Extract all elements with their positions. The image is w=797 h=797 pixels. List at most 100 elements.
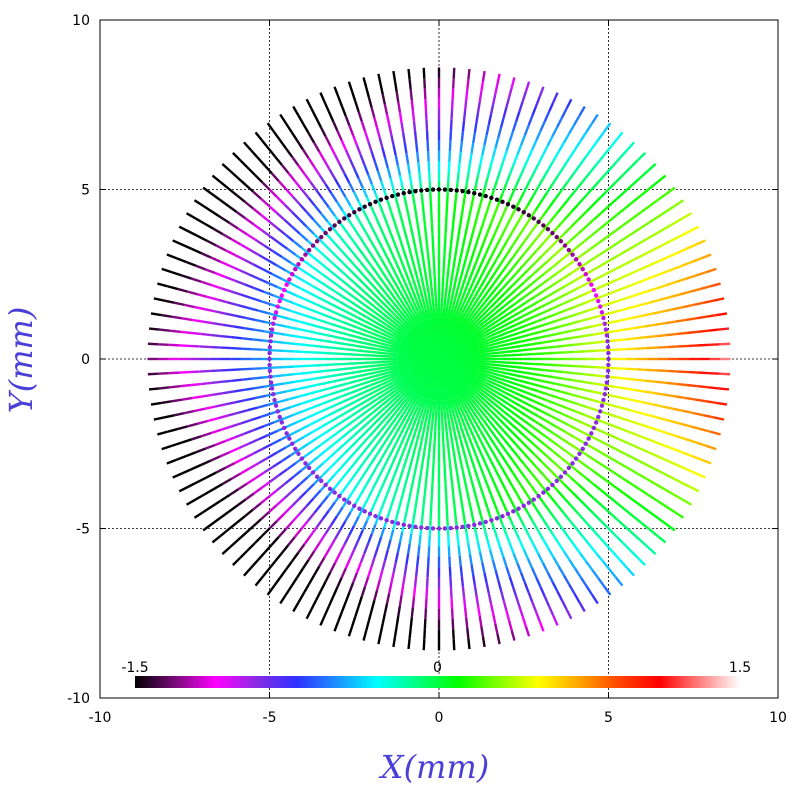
ray-segment <box>377 318 388 326</box>
ray-segment <box>184 409 195 415</box>
ray-segment <box>394 380 405 389</box>
ray-segment <box>501 353 512 357</box>
ray-segment <box>532 544 540 555</box>
ray-segment <box>454 288 460 299</box>
ray-segment <box>197 476 208 483</box>
ray-segment <box>392 636 397 648</box>
ray-segment <box>443 234 447 245</box>
ray-segment <box>348 158 356 170</box>
ray-segment <box>508 306 519 315</box>
ray-segment <box>468 307 477 318</box>
circle-point <box>598 409 603 414</box>
circle-point <box>500 513 505 519</box>
ray-segment <box>505 450 514 461</box>
ray-segment <box>514 391 526 399</box>
circle-point <box>573 456 579 461</box>
ray-segment <box>521 400 533 408</box>
ray-segment <box>376 360 388 364</box>
ray-segment <box>417 322 425 333</box>
y-tick-label: 5 <box>81 183 90 199</box>
ray-segment <box>291 156 300 166</box>
ray-segment <box>354 443 364 453</box>
ray-segment <box>458 492 463 504</box>
ray-segment <box>417 385 425 396</box>
ray-segment <box>486 282 496 293</box>
ray-segment <box>267 429 278 437</box>
ray-segment <box>330 515 338 526</box>
ray-segment <box>255 394 267 400</box>
ray-segment <box>377 73 382 85</box>
ray-segment <box>672 217 684 225</box>
ray-segment <box>557 565 565 577</box>
ray-segment <box>563 343 574 348</box>
ray-segment <box>260 197 270 207</box>
ray-segment <box>408 291 415 303</box>
ray-segment <box>564 279 575 288</box>
ray-segment <box>366 316 377 324</box>
ray-segment <box>304 370 315 375</box>
ray-segment <box>244 283 255 290</box>
ray-segment <box>459 327 468 337</box>
ray-segment <box>405 377 416 387</box>
ray-segment <box>400 217 406 229</box>
ray-segment <box>563 211 573 221</box>
ray-segment <box>442 317 447 329</box>
ray-segment <box>340 223 349 234</box>
ray-segment <box>632 279 644 286</box>
ray-segment <box>362 77 368 88</box>
ray-segment <box>481 636 486 648</box>
ray-segment <box>508 164 515 175</box>
ray <box>279 358 441 605</box>
ray-segment <box>280 164 290 174</box>
ray-segment <box>290 498 300 508</box>
ray-segment <box>455 384 463 395</box>
ray-segment <box>496 331 508 338</box>
ray-segment <box>409 393 418 404</box>
ray-segment <box>584 560 593 571</box>
ray-segment <box>523 582 530 593</box>
ray-segment <box>666 431 678 438</box>
ray-segment <box>466 259 473 271</box>
ray-segment <box>200 332 212 337</box>
ray-segment <box>511 459 520 470</box>
ray-segment <box>382 412 392 422</box>
ray-segment <box>395 408 404 419</box>
circle-point <box>596 298 601 304</box>
ray-segment <box>474 421 482 432</box>
ray-segment <box>623 326 635 331</box>
ray-segment <box>229 264 240 272</box>
ray-segment <box>471 261 478 272</box>
ray-segment <box>591 227 602 236</box>
ray-segment <box>408 628 412 639</box>
ray-segment <box>511 277 521 287</box>
ray-segment <box>666 252 678 259</box>
ray-segment <box>278 241 289 250</box>
ray-segment <box>551 431 562 440</box>
ray-segment <box>220 494 231 502</box>
ray-segment <box>615 223 626 232</box>
ray-segment <box>429 431 433 442</box>
ray-segment <box>492 302 502 312</box>
ray-segment <box>297 320 309 326</box>
ray-segment <box>378 569 384 581</box>
ray-segment <box>532 346 543 351</box>
ray-segment <box>202 523 213 532</box>
ray <box>319 92 441 360</box>
ray-segment <box>710 430 721 436</box>
ray-segment <box>315 338 327 343</box>
ray-segment <box>681 498 693 506</box>
ray-segment <box>470 227 476 239</box>
ray-segment <box>451 493 456 505</box>
ray-segment <box>585 218 595 228</box>
ray-segment <box>347 338 358 343</box>
ray-segment <box>246 542 256 552</box>
ray-segment <box>389 304 399 314</box>
ray-segment <box>415 214 420 226</box>
ray-segment <box>257 403 269 409</box>
ray-segment <box>475 455 482 467</box>
ray-segment <box>321 509 330 520</box>
ray-segment <box>487 114 493 126</box>
circle-point <box>593 420 599 425</box>
ray-segment <box>230 346 242 350</box>
ray-segment <box>328 328 339 334</box>
